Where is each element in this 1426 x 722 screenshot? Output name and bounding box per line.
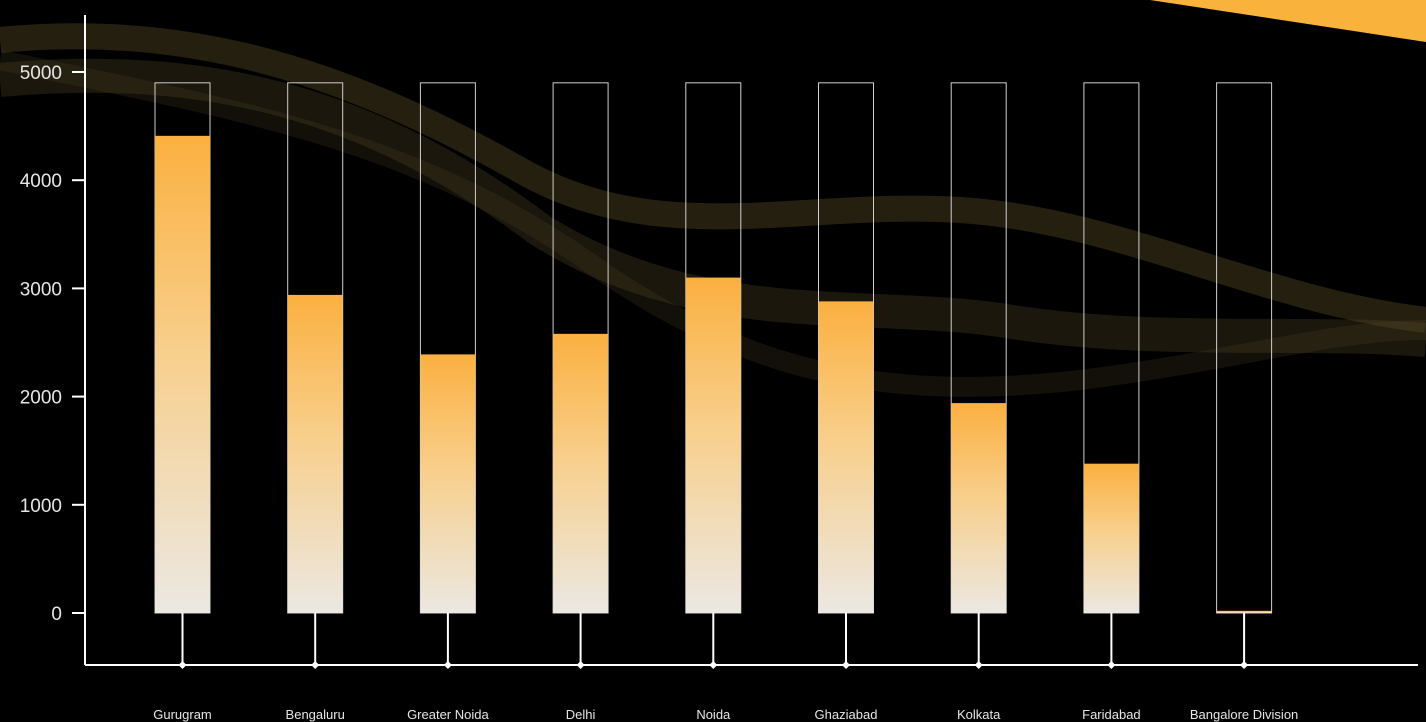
bar-gurugram [155, 135, 210, 613]
y-tick-label: 4000 [20, 171, 62, 192]
bars [154, 82, 1273, 614]
bar-bengaluru [287, 294, 343, 613]
bar-greater-noida [420, 354, 476, 613]
x-tick-marker [709, 661, 718, 669]
x-tick-marker [178, 661, 187, 669]
x-tick-label: Bengaluru [286, 707, 345, 722]
background-decoration [0, 0, 1426, 397]
bar-kolkata [951, 403, 1007, 613]
bar-faridabad [1083, 463, 1139, 613]
x-tick-label: Kolkata [957, 707, 1001, 722]
bar-delhi [553, 333, 609, 613]
y-tick-label: 0 [51, 604, 62, 625]
bar-ghaziabad [818, 301, 874, 613]
x-tick-label: Greater Noida [407, 707, 489, 722]
x-tick-label: Faridabad [1082, 707, 1141, 722]
smoke-wave-3 [0, 50, 1426, 397]
x-axis-ticks: Gurugram Bengaluru Greater Noida Delhi Noida… [153, 613, 1298, 722]
x-tick-label: Noida [696, 707, 731, 722]
x-tick-marker [974, 661, 983, 669]
y-tick-label: 3000 [20, 279, 62, 300]
x-tick-label: Bangalore Division [1190, 707, 1298, 722]
y-tick-label: 1000 [20, 496, 62, 517]
x-tick-label: Ghaziabad [815, 707, 878, 722]
x-tick-marker [1240, 661, 1249, 669]
x-tick-marker [1107, 661, 1116, 669]
y-tick-label: 2000 [20, 388, 62, 409]
bar-noida [685, 277, 741, 613]
x-tick-marker [576, 661, 585, 669]
x-tick-marker [311, 661, 320, 669]
y-axis-ticks: 0 1000 2000 3000 4000 5000 [20, 63, 85, 625]
smoke-wave-1 [0, 23, 1426, 333]
x-tick-label: Gurugram [153, 707, 212, 722]
x-tick-marker [842, 661, 850, 669]
y-tick-label: 5000 [20, 63, 62, 84]
bar-bangalore-division [1216, 610, 1272, 613]
x-tick-label: Delhi [566, 707, 596, 722]
accent-swoosh [1150, 0, 1426, 42]
x-tick-marker [443, 661, 452, 669]
